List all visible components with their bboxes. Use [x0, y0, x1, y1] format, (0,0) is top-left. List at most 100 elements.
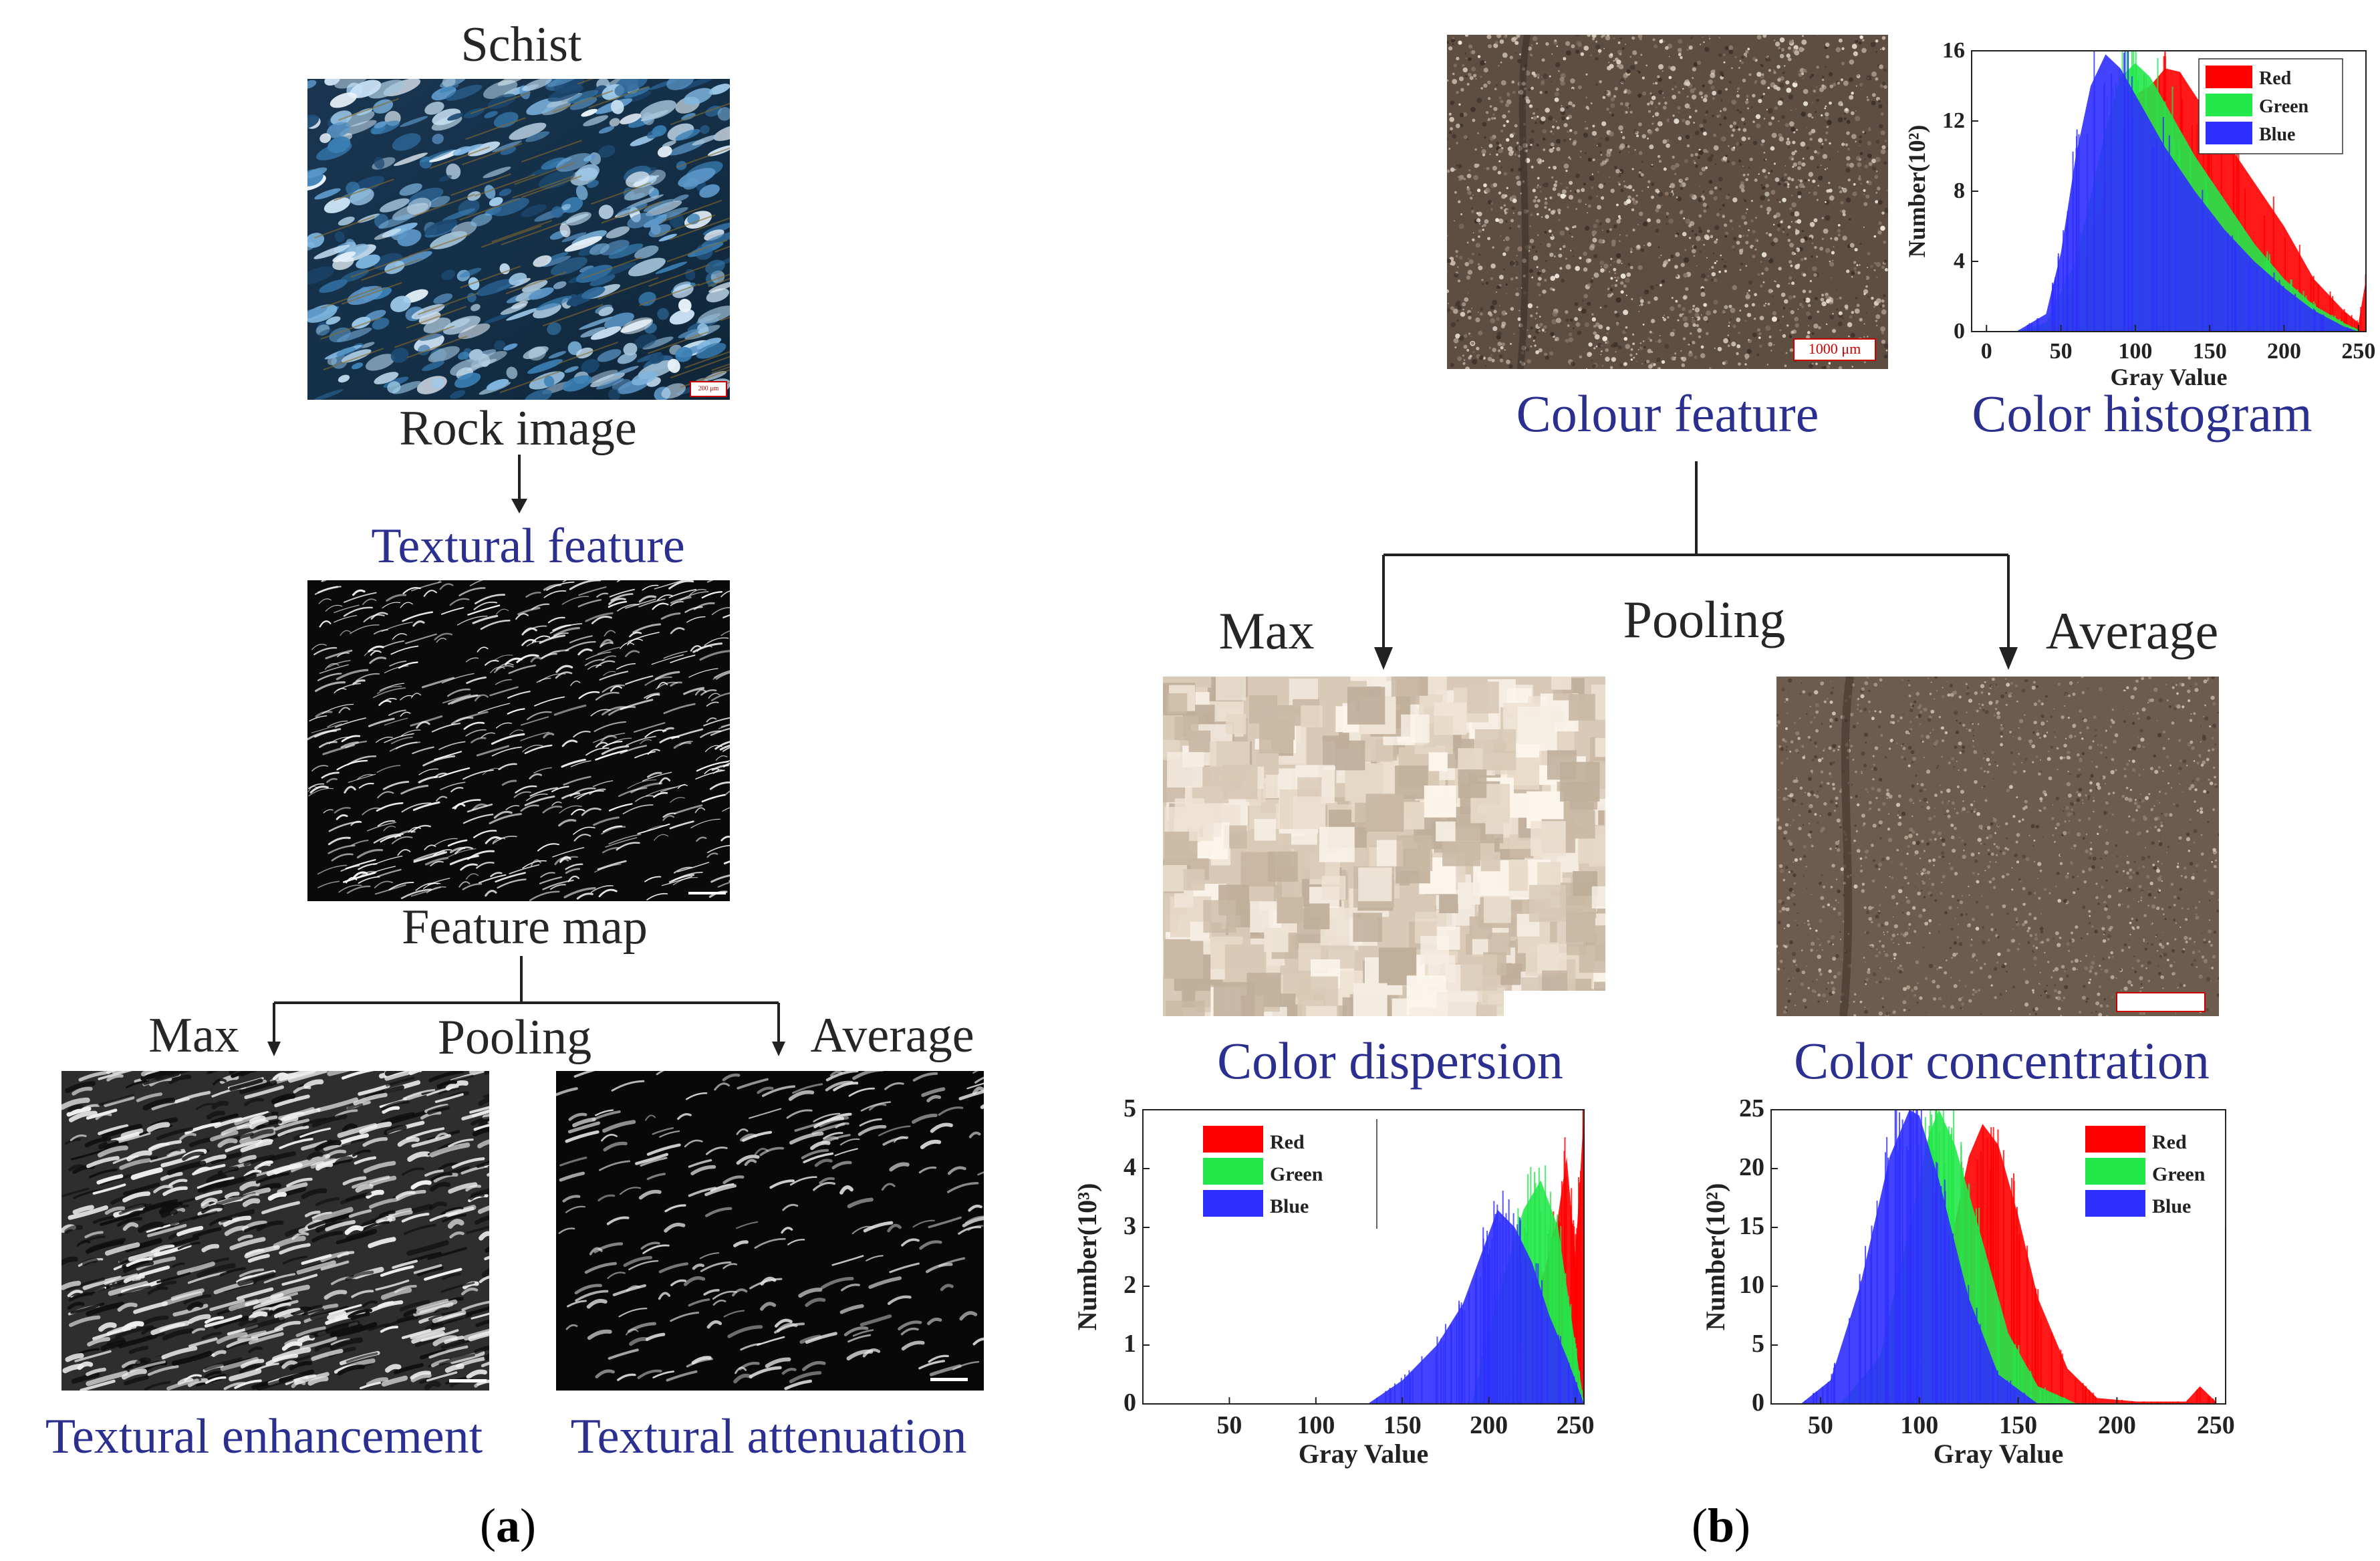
color-dispersion-label: Color dispersion — [1217, 1032, 1563, 1090]
scale-bar-feature — [688, 892, 726, 894]
legend-label-blue: Blue — [1270, 1195, 1309, 1217]
legend-swatch-red — [2206, 66, 2252, 88]
x-tick-label: 250 — [2341, 339, 2375, 364]
x-tick-label: 50 — [1216, 1411, 1242, 1439]
y-tick-label: 12 — [1942, 108, 1965, 133]
concentration-histogram-chart: 0 5 10 15 20 25 50 100 150 200 250 Gray Value Number… — [1700, 1094, 2235, 1469]
pooling-label-b: Pooling — [1623, 590, 1786, 648]
x-tick-label: 100 — [1297, 1411, 1335, 1439]
y-tick-label: 2 — [1123, 1271, 1136, 1299]
dispersion-histogram-chart: 0 1 2 3 4 5 50 100 150 200 250 Gray Value Number(10³… — [1072, 1094, 1595, 1469]
legend-swatch-red — [2085, 1126, 2145, 1153]
y-tick-label: 5 — [1123, 1094, 1136, 1122]
y-tick-label: 10 — [1739, 1271, 1764, 1299]
y-tick-label: 3 — [1123, 1212, 1136, 1240]
x-tick-label: 150 — [2193, 339, 2227, 364]
y-tick-label: 8 — [1954, 178, 1965, 203]
max-label-a: Max — [148, 1008, 239, 1063]
y-tick-label: 25 — [1739, 1094, 1764, 1122]
rock-image: 200 μm — [307, 79, 730, 400]
scale-bar-attenuation — [930, 1378, 968, 1381]
x-tick-label: 100 — [1900, 1411, 1938, 1439]
colour-feature-label: Colour feature — [1516, 384, 1819, 443]
color-histogram-chart: 0 4 8 12 16 0 50 100 150 200 250 Gray Value Number(1… — [1903, 38, 2375, 390]
feature-map-label: Feature map — [402, 900, 648, 955]
y-tick-label: 4 — [1954, 249, 1965, 273]
legend: Red Green Blue — [1203, 1119, 1377, 1229]
legend-swatch-blue — [2085, 1190, 2145, 1217]
y-tick-label: 16 — [1942, 38, 1965, 63]
pooling-label-a: Pooling — [437, 1010, 592, 1065]
y-axis-label: Number(10²) — [1700, 1183, 1730, 1331]
average-label-a: Average — [810, 1008, 974, 1063]
y-tick-label: 1 — [1123, 1330, 1136, 1358]
pooling-connector-b — [1374, 461, 2018, 670]
scale-bar-concentration — [2116, 992, 2206, 1012]
x-tick-label: 50 — [1808, 1411, 1833, 1439]
x-tick-label: 200 — [1470, 1411, 1508, 1439]
y-tick-label: 0 — [1954, 319, 1965, 344]
y-axis-label: Number(10³) — [1072, 1183, 1102, 1331]
color-histogram-label: Color histogram — [1972, 384, 2312, 443]
legend-label-green: Green — [1270, 1163, 1323, 1185]
y-tick-label: 20 — [1739, 1153, 1764, 1181]
x-tick-label: 0 — [1981, 339, 1992, 364]
x-axis-label: Gray Value — [1299, 1439, 1428, 1469]
legend-swatch-blue — [1203, 1190, 1263, 1217]
x-tick-label: 100 — [2118, 339, 2152, 364]
scale-bar-enhancement — [449, 1379, 487, 1383]
x-tick-label: 50 — [2050, 339, 2073, 364]
legend-label-green: Green — [2259, 96, 2309, 117]
scale-bar-rock: 200 μm — [690, 381, 727, 397]
legend-label-red: Red — [1270, 1131, 1305, 1153]
textural-enhancement-label: Textural enhancement — [45, 1409, 483, 1464]
legend: Red Green Blue — [2198, 58, 2343, 154]
average-label-b: Average — [2045, 602, 2219, 660]
textural-attenuation-image — [556, 1071, 984, 1391]
y-tick-label: 0 — [1123, 1389, 1136, 1417]
color-dispersion-image — [1163, 677, 1605, 1016]
caption-b: (b) — [1691, 1499, 1751, 1552]
y-tick-label: 0 — [1752, 1389, 1764, 1417]
x-tick-label: 200 — [2098, 1411, 2136, 1439]
series-blue-area — [2016, 54, 2359, 332]
legend-label-red: Red — [2152, 1131, 2187, 1153]
x-tick-label: 200 — [2267, 339, 2301, 364]
y-tick-label: 5 — [1752, 1330, 1764, 1358]
x-axis-label: Gray Value — [1934, 1439, 2063, 1469]
colour-feature-image: 1000 μm — [1447, 35, 1888, 369]
x-tick-label: 150 — [1383, 1411, 1422, 1439]
x-axis-label: Gray Value — [2110, 364, 2227, 390]
title-schist: Schist — [460, 17, 582, 72]
plot-frame — [1770, 1109, 2226, 1405]
textural-enhancement-image — [61, 1071, 489, 1391]
scale-bar-colour: 1000 μm — [1793, 338, 1876, 361]
color-concentration-image — [1776, 677, 2219, 1016]
caption-a: (a) — [480, 1499, 536, 1552]
legend-label-blue: Blue — [2259, 124, 2295, 145]
y-tick-label: 15 — [1739, 1212, 1764, 1240]
feature-map-image — [307, 580, 730, 901]
legend-swatch-green — [1203, 1158, 1263, 1185]
legend-label-green: Green — [2152, 1163, 2206, 1185]
max-label-b: Max — [1218, 602, 1315, 660]
x-tick-label: 250 — [2197, 1411, 2235, 1439]
textural-attenuation-label: Textural attenuation — [570, 1409, 967, 1464]
legend-swatch-green — [2085, 1158, 2145, 1185]
x-tick-label: 250 — [1557, 1411, 1595, 1439]
textural-feature-label: Textural feature — [371, 519, 685, 574]
plot-frame — [1142, 1109, 1585, 1405]
legend: Red Green Blue — [2085, 1119, 2226, 1229]
legend-swatch-green — [2206, 94, 2252, 116]
color-concentration-label: Color concentration — [1794, 1032, 2210, 1090]
y-tick-label: 4 — [1123, 1153, 1136, 1181]
x-tick-label: 150 — [1999, 1411, 2037, 1439]
legend-swatch-blue — [2206, 122, 2252, 144]
y-axis-label: Number(10²) — [1903, 125, 1930, 258]
pooling-connector-a — [267, 956, 785, 1056]
legend-label-blue: Blue — [2152, 1195, 2191, 1217]
legend-swatch-red — [1203, 1126, 1263, 1153]
legend-label-red: Red — [2259, 68, 2292, 89]
rock-image-label: Rock image — [399, 401, 637, 456]
arrow-to-textural-feature — [511, 455, 527, 513]
